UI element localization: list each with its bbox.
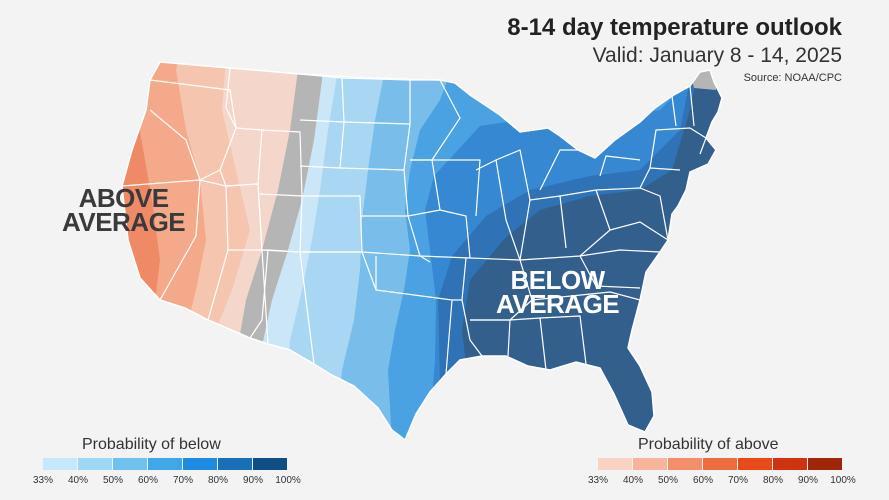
legend-above-swatch-5: [738, 458, 772, 470]
legend-below-swatch-7: [253, 458, 287, 470]
legend-above-swatch-4: [703, 458, 737, 470]
legend-above-tick-1: 33%: [587, 475, 609, 486]
legend-above-swatch-3: [668, 458, 702, 470]
legend-below-swatches: [43, 458, 288, 470]
legend-below-tick-2: 40%: [67, 475, 89, 486]
zone-above-40: [122, 62, 250, 440]
legend-below-tick-3: 50%: [102, 475, 124, 486]
legend-above-title: Probability of above: [638, 436, 779, 453]
legend-below-swatch-6: [218, 458, 252, 470]
legend-above-tick-7: 90%: [797, 475, 819, 486]
legend-below-title: Probability of below: [82, 436, 221, 453]
below-average-label: BELOW AVERAGE: [496, 265, 620, 319]
zone-above-50: [122, 62, 206, 440]
zone-above-60: [122, 62, 160, 440]
us-outline: [121, 61, 723, 442]
source-credit: Source: NOAA/CPC: [743, 72, 842, 84]
legend-above-swatch-2: [633, 458, 667, 470]
legend-above-swatch-6: [773, 458, 807, 470]
legend-below-swatch-5: [183, 458, 217, 470]
legend-above-tick-3: 50%: [657, 475, 679, 486]
legend-below-tick-1: 33%: [32, 475, 54, 486]
legend-above-tick-5: 70%: [727, 475, 749, 486]
legend-above-tick-8: 100%: [830, 475, 856, 486]
valid-dates: Valid: January 8 - 14, 2025: [592, 44, 842, 67]
legend-above-swatches: [598, 458, 843, 470]
legend-below-tick-4: 60%: [137, 475, 159, 486]
below-label-line2: AVERAGE: [496, 289, 620, 319]
legend-above-tick-2: 40%: [622, 475, 644, 486]
legend-below-tick-6: 80%: [207, 475, 229, 486]
legend-above-tick-4: 60%: [692, 475, 714, 486]
above-average-label: ABOVE AVERAGE: [62, 183, 186, 237]
legend-below-swatch-2: [78, 458, 112, 470]
legend-below-swatch-4: [148, 458, 182, 470]
legend-above-swatch-1: [598, 458, 632, 470]
state-borders: [121, 67, 707, 375]
chart-title: 8-14 day temperature outlook: [507, 14, 842, 41]
above-label-line1: ABOVE: [78, 183, 169, 213]
legend-above-tick-6: 80%: [762, 475, 784, 486]
legend-below-swatch-1: [43, 458, 77, 470]
legend-above-swatch-7: [808, 458, 842, 470]
legend-below-swatch-3: [113, 458, 147, 470]
legend-below-tick-8: 100%: [275, 475, 301, 486]
zone-below-90-core: [580, 312, 620, 348]
legend-below-tick-7: 90%: [242, 475, 264, 486]
below-label-line1: BELOW: [510, 265, 605, 295]
legend-below-tick-5: 70%: [172, 475, 194, 486]
above-label-line2: AVERAGE: [62, 207, 186, 237]
